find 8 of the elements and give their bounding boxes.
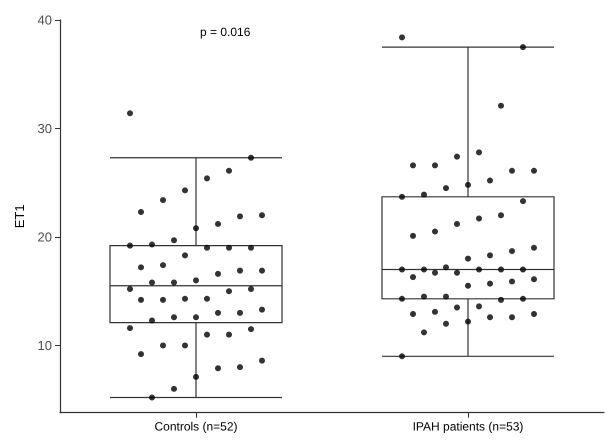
y-tick-label: 20 — [38, 229, 52, 244]
x-tick-label: IPAH patients (n=53) — [412, 420, 524, 434]
x-tick-label: Controls (n=52) — [154, 420, 238, 434]
y-tick-label: 30 — [38, 120, 52, 136]
y-tick-label: 40 — [38, 12, 52, 28]
annotation: p = 0.016 — [200, 25, 251, 39]
y-axis-title: ET1 — [12, 204, 27, 228]
y-tick-label: 10 — [38, 338, 52, 353]
